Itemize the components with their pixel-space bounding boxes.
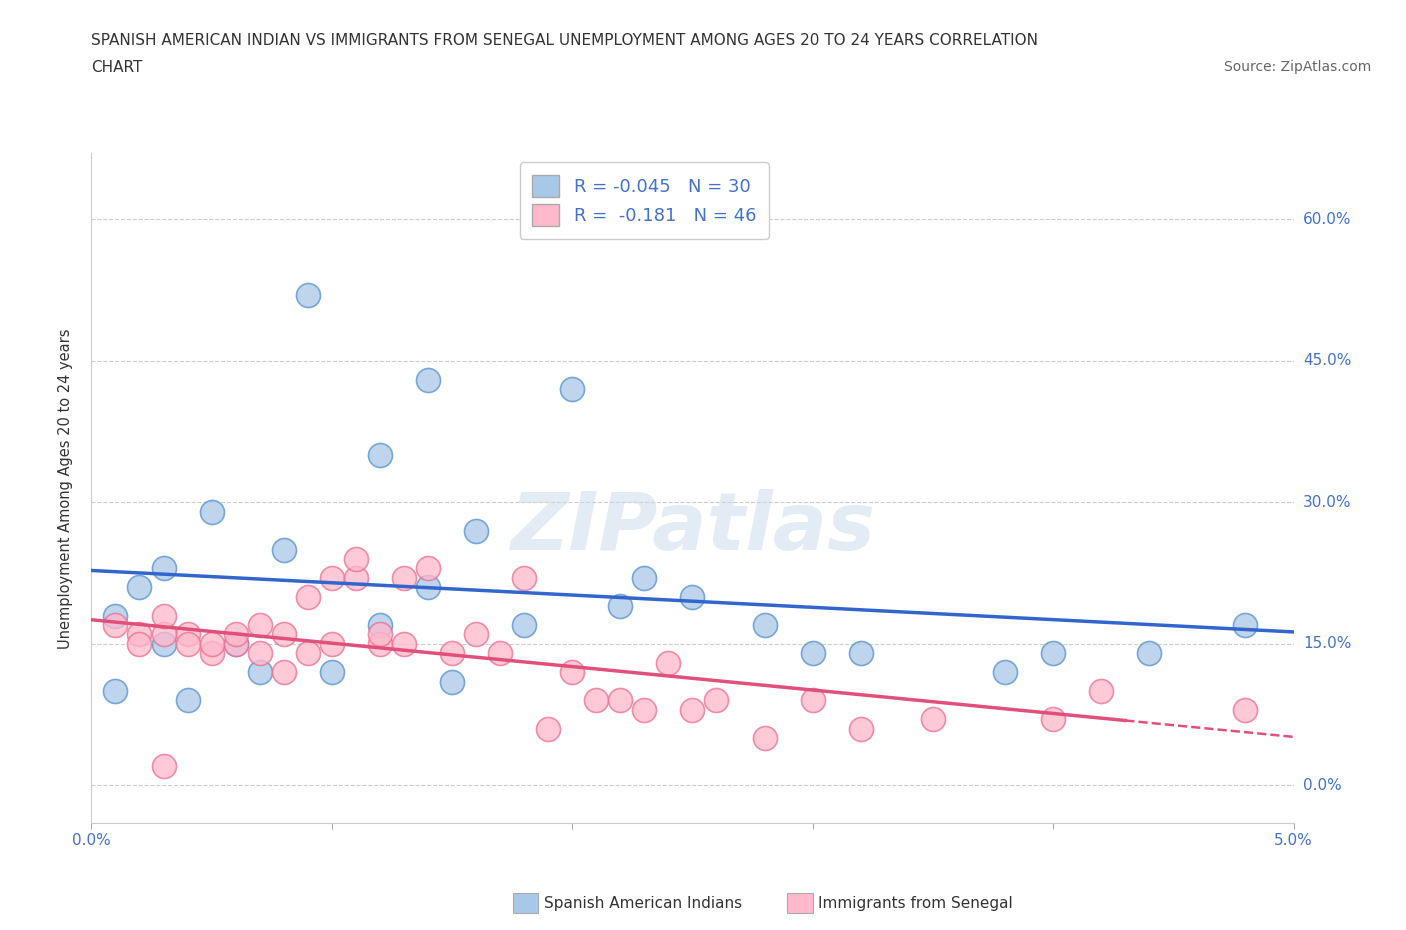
Point — [368, 618, 391, 632]
Text: Spanish American Indians: Spanish American Indians — [544, 896, 742, 910]
Point — [537, 722, 560, 737]
Point — [321, 570, 343, 585]
Point — [104, 608, 127, 623]
Point — [1234, 618, 1257, 632]
Point — [994, 665, 1017, 680]
Text: 60.0%: 60.0% — [1303, 212, 1351, 227]
Text: ZIPatlas: ZIPatlas — [510, 489, 875, 567]
Legend: R = -0.045   N = 30, R =  -0.181   N = 46: R = -0.045 N = 30, R = -0.181 N = 46 — [520, 163, 769, 239]
Point — [321, 636, 343, 651]
Point — [368, 636, 391, 651]
Point — [561, 382, 583, 397]
Point — [201, 645, 224, 660]
Point — [1042, 645, 1064, 660]
Point — [176, 636, 198, 651]
Point — [225, 627, 247, 642]
Point — [273, 542, 295, 557]
Point — [297, 590, 319, 604]
Point — [152, 608, 174, 623]
Point — [249, 665, 271, 680]
Point — [609, 599, 631, 614]
Point — [392, 636, 415, 651]
Point — [465, 524, 488, 538]
Point — [609, 693, 631, 708]
Point — [633, 570, 655, 585]
Point — [416, 579, 439, 594]
Point — [201, 636, 224, 651]
Text: 30.0%: 30.0% — [1303, 495, 1351, 510]
Point — [801, 645, 824, 660]
Point — [585, 693, 607, 708]
Point — [128, 579, 150, 594]
Point — [249, 645, 271, 660]
Point — [561, 665, 583, 680]
Point — [1234, 702, 1257, 717]
Point — [465, 627, 488, 642]
Point — [152, 627, 174, 642]
Point — [321, 665, 343, 680]
Point — [273, 665, 295, 680]
Point — [1090, 684, 1112, 698]
Point — [416, 372, 439, 387]
Point — [273, 627, 295, 642]
Point — [1042, 711, 1064, 726]
Point — [152, 561, 174, 576]
Point — [297, 645, 319, 660]
Point — [657, 656, 679, 671]
Point — [176, 693, 198, 708]
Point — [176, 627, 198, 642]
Point — [344, 570, 367, 585]
Point — [681, 590, 703, 604]
Point — [104, 618, 127, 632]
Point — [225, 636, 247, 651]
Point — [128, 627, 150, 642]
Point — [201, 504, 224, 519]
Point — [368, 627, 391, 642]
Point — [849, 722, 872, 737]
Point — [513, 570, 536, 585]
Point — [489, 645, 512, 660]
Point — [416, 561, 439, 576]
Point — [754, 618, 776, 632]
Point — [104, 684, 127, 698]
Point — [297, 287, 319, 302]
Point — [801, 693, 824, 708]
Text: 45.0%: 45.0% — [1303, 353, 1351, 368]
Point — [440, 645, 463, 660]
Y-axis label: Unemployment Among Ages 20 to 24 years: Unemployment Among Ages 20 to 24 years — [58, 328, 73, 648]
Text: Source: ZipAtlas.com: Source: ZipAtlas.com — [1223, 60, 1371, 74]
Point — [249, 618, 271, 632]
Point — [152, 636, 174, 651]
Point — [706, 693, 728, 708]
Point — [128, 636, 150, 651]
Point — [1137, 645, 1160, 660]
Text: 15.0%: 15.0% — [1303, 636, 1351, 651]
Point — [392, 570, 415, 585]
Point — [633, 702, 655, 717]
Text: Immigrants from Senegal: Immigrants from Senegal — [818, 896, 1014, 910]
Point — [344, 551, 367, 566]
Point — [440, 674, 463, 689]
Text: CHART: CHART — [91, 60, 143, 75]
Point — [225, 636, 247, 651]
Point — [681, 702, 703, 717]
Point — [152, 759, 174, 774]
Text: 0.0%: 0.0% — [1303, 777, 1341, 793]
Text: SPANISH AMERICAN INDIAN VS IMMIGRANTS FROM SENEGAL UNEMPLOYMENT AMONG AGES 20 TO: SPANISH AMERICAN INDIAN VS IMMIGRANTS FR… — [91, 33, 1039, 47]
Point — [368, 448, 391, 463]
Point — [513, 618, 536, 632]
Point — [922, 711, 945, 726]
Point — [849, 645, 872, 660]
Point — [754, 731, 776, 746]
